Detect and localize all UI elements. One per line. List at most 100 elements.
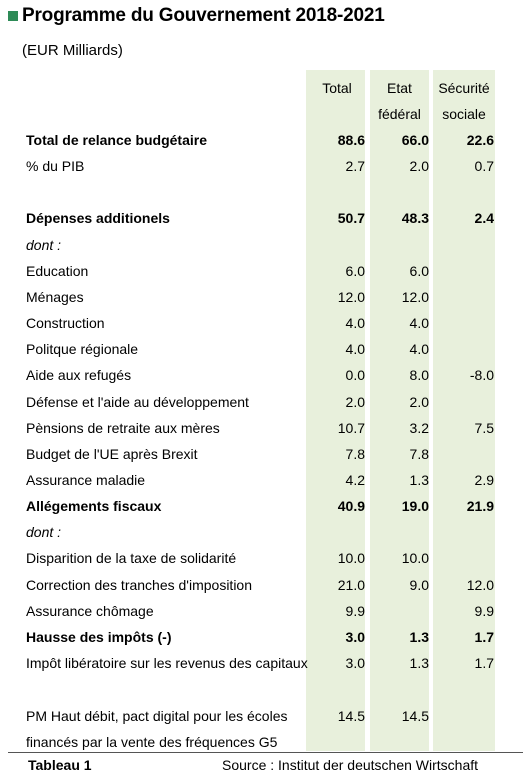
cell-total: 4.0	[345, 341, 365, 357]
row-label: Pènsions de retraite aux mères	[26, 420, 220, 436]
header-total: Total	[322, 80, 352, 96]
table-row-impot-liberatoire: Impôt libératoire sur les revenus des ca…	[0, 655, 531, 681]
cell-etat: 14.5	[401, 708, 429, 724]
cell-etat: 10.0	[401, 550, 429, 566]
table-row-dont: dont :	[0, 524, 531, 550]
row-label: Construction	[26, 315, 105, 331]
cell-total: 50.7	[337, 210, 365, 226]
cell-secu: 1.7	[474, 629, 494, 645]
title-row: Programme du Gouvernement 2018-2021	[8, 5, 385, 27]
etat-column-background	[370, 70, 429, 751]
cell-secu: 21.9	[466, 498, 494, 514]
cell-etat: 7.8	[409, 446, 429, 462]
cell-total: 4.0	[345, 315, 365, 331]
row-label: Dépenses additionels	[26, 210, 170, 226]
row-label: Correction des tranches d'imposition	[26, 577, 253, 593]
cell-total: 3.0	[345, 629, 365, 645]
cell-etat: 1.3	[409, 472, 429, 488]
row-label: Hausse des impôts (-)	[26, 629, 172, 645]
row-label: Disparition de la taxe de solidarité	[26, 550, 237, 566]
table-row-tranches-imposition: Correction des tranches d'imposition 21.…	[0, 577, 531, 603]
cell-etat: 1.3	[409, 655, 429, 671]
row-label: Allégements fiscaux	[26, 498, 162, 514]
cell-secu: 7.5	[474, 420, 494, 436]
header-etat-line1: Etat	[387, 80, 412, 96]
cell-total: 6.0	[345, 263, 365, 279]
source-note: Source : Institut der deutschen Wirtscha…	[222, 757, 479, 773]
cell-etat: 8.0	[409, 367, 429, 383]
cell-secu: 0.7	[474, 158, 494, 174]
cell-total: 40.9	[337, 498, 365, 514]
table-row-assurance-maladie: Assurance maladie 4.2 1.3 2.9	[0, 472, 531, 498]
cell-secu: 9.9	[474, 603, 494, 619]
cell-total: 3.0	[345, 655, 365, 671]
page-subtitle: (EUR Milliards)	[22, 42, 123, 59]
table-row-defense: Défense et l'aide au développement 2.0 2…	[0, 394, 531, 420]
header-etat-line2: fédéral	[378, 106, 421, 122]
row-label: Budget de l'UE après Brexit	[26, 446, 198, 462]
row-label: Total de relance budgétaire	[26, 132, 208, 148]
cell-etat: 6.0	[409, 263, 429, 279]
table-row-hausse-impots: Hausse des impôts (-) 3.0 1.3 1.7	[0, 629, 531, 655]
cell-secu: 2.4	[474, 210, 494, 226]
row-label: Assurance chômage	[26, 603, 154, 619]
cell-total: 9.9	[345, 603, 365, 619]
table-row-allegements: Allégements fiscaux 40.9 19.0 21.9	[0, 498, 531, 524]
total-column-background	[306, 70, 365, 751]
table-row-dont: dont :	[0, 237, 531, 263]
cell-total: 0.0	[345, 367, 365, 383]
row-label: Ménages	[26, 289, 84, 305]
table-row-budget-ue: Budget de l'UE après Brexit 7.8 7.8	[0, 446, 531, 472]
cell-etat: 19.0	[401, 498, 429, 514]
table-row-assurance-chomage: Assurance chômage 9.9 9.9	[0, 603, 531, 629]
table-row-politique-regionale: Politque régionale 4.0 4.0	[0, 341, 531, 367]
table-row-total-relance: Total de relance budgétaire 88.6 66.0 22…	[0, 132, 531, 158]
cell-secu: 2.9	[474, 472, 494, 488]
table-row-taxe-solidarite: Disparition de la taxe de solidarité 10.…	[0, 550, 531, 576]
cell-etat: 3.2	[409, 420, 429, 436]
cell-secu: 1.7	[474, 655, 494, 671]
cell-total: 14.5	[337, 708, 365, 724]
secu-column-background	[433, 70, 495, 751]
row-label: % du PIB	[26, 158, 85, 174]
cell-total: 4.2	[345, 472, 365, 488]
table-row-haut-debit: PM Haut débit, pact digital pour les éco…	[0, 708, 531, 734]
row-label: dont :	[26, 237, 62, 253]
cell-etat: 9.0	[409, 577, 429, 593]
header-secu-line2: sociale	[442, 106, 486, 122]
table-row-financement: financés par la vente des fréquences G5	[0, 734, 531, 752]
cell-etat: 66.0	[401, 132, 429, 148]
header-secu-line1: Sécurité	[438, 80, 490, 96]
cell-etat: 4.0	[409, 341, 429, 357]
cell-total: 88.6	[337, 132, 365, 148]
row-label: Impôt libératoire sur les revenus des ca…	[26, 655, 308, 671]
row-label: Politque régionale	[26, 341, 139, 357]
table-label: Tableau 1	[28, 757, 92, 773]
cell-etat: 4.0	[409, 315, 429, 331]
cell-total: 10.0	[337, 550, 365, 566]
cell-secu: 22.6	[466, 132, 494, 148]
cell-total: 2.0	[345, 394, 365, 410]
row-label: dont :	[26, 524, 62, 540]
row-label: Assurance maladie	[26, 472, 146, 488]
cell-total: 12.0	[337, 289, 365, 305]
cell-total: 2.7	[345, 158, 365, 174]
cell-etat: 2.0	[409, 158, 429, 174]
row-label: Education	[26, 263, 89, 279]
table-row-depenses: Dépenses additionels 50.7 48.3 2.4	[0, 210, 531, 236]
table-row-pib: % du PIB 2.7 2.0 0.7	[0, 158, 531, 184]
footer-divider	[8, 752, 523, 753]
cell-etat: 48.3	[401, 210, 429, 226]
table-row-construction: Construction 4.0 4.0	[0, 315, 531, 341]
table-row-aide-refugies: Aide aux refugés 0.0 8.0 -8.0	[0, 367, 531, 393]
cell-etat: 1.3	[409, 629, 429, 645]
cell-etat: 12.0	[401, 289, 429, 305]
title-square-icon	[8, 11, 18, 21]
cell-total: 7.8	[345, 446, 365, 462]
row-label: PM Haut débit, pact digital pour les éco…	[26, 708, 288, 724]
cell-secu: 12.0	[466, 577, 494, 593]
table-row-pensions: Pènsions de retraite aux mères 10.7 3.2 …	[0, 420, 531, 446]
cell-total: 21.0	[337, 577, 365, 593]
table-row-menages: Ménages 12.0 12.0	[0, 289, 531, 315]
page-title: Programme du Gouvernement 2018-2021	[22, 5, 385, 26]
